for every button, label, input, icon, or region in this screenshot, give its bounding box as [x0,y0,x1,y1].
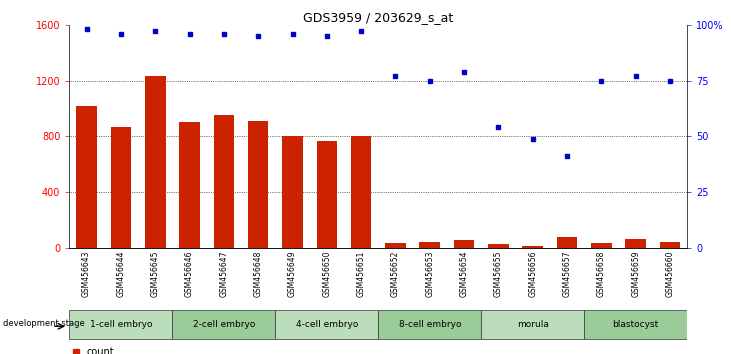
FancyBboxPatch shape [481,310,584,339]
Text: GSM456656: GSM456656 [529,251,537,297]
Bar [488,244,509,248]
Bar [659,242,681,248]
Bar [145,76,165,248]
FancyBboxPatch shape [69,310,173,339]
Bar [625,239,646,248]
Text: GSM456660: GSM456660 [665,251,675,297]
Text: 2-cell embryo: 2-cell embryo [193,320,255,329]
Text: GSM456645: GSM456645 [151,251,160,297]
Bar [454,240,474,248]
Bar [179,122,200,248]
Text: GSM456648: GSM456648 [254,251,262,297]
Text: GSM456655: GSM456655 [494,251,503,297]
Text: GSM456647: GSM456647 [219,251,228,297]
Bar [76,105,97,248]
Bar [385,243,406,248]
Text: 8-cell embryo: 8-cell embryo [398,320,461,329]
Text: 4-cell embryo: 4-cell embryo [295,320,358,329]
FancyBboxPatch shape [379,310,481,339]
Text: GSM456657: GSM456657 [563,251,572,297]
Bar [591,243,612,248]
Bar [213,115,234,248]
Title: GDS3959 / 203629_s_at: GDS3959 / 203629_s_at [303,11,453,24]
FancyBboxPatch shape [173,310,276,339]
Text: morula: morula [517,320,549,329]
Text: GSM456650: GSM456650 [322,251,331,297]
Text: GSM456643: GSM456643 [82,251,91,297]
Text: GSM456646: GSM456646 [185,251,194,297]
Bar [248,121,268,248]
Text: count: count [86,347,114,354]
Bar [351,136,371,248]
Text: GSM456651: GSM456651 [357,251,366,297]
Bar [317,141,337,248]
FancyBboxPatch shape [276,310,379,339]
Text: GSM456649: GSM456649 [288,251,297,297]
Bar [557,236,577,248]
Text: GSM456653: GSM456653 [425,251,434,297]
Text: GSM456654: GSM456654 [460,251,469,297]
Text: 1-cell embryo: 1-cell embryo [90,320,152,329]
Text: GSM456652: GSM456652 [391,251,400,297]
Text: GSM456658: GSM456658 [596,251,606,297]
Text: GSM456659: GSM456659 [631,251,640,297]
FancyBboxPatch shape [584,310,687,339]
Text: development stage: development stage [4,319,86,328]
Bar [420,242,440,248]
Bar [282,136,303,248]
Text: GSM456644: GSM456644 [116,251,126,297]
Text: blastocyst: blastocyst [613,320,659,329]
Bar [110,126,132,248]
Bar [523,246,543,248]
